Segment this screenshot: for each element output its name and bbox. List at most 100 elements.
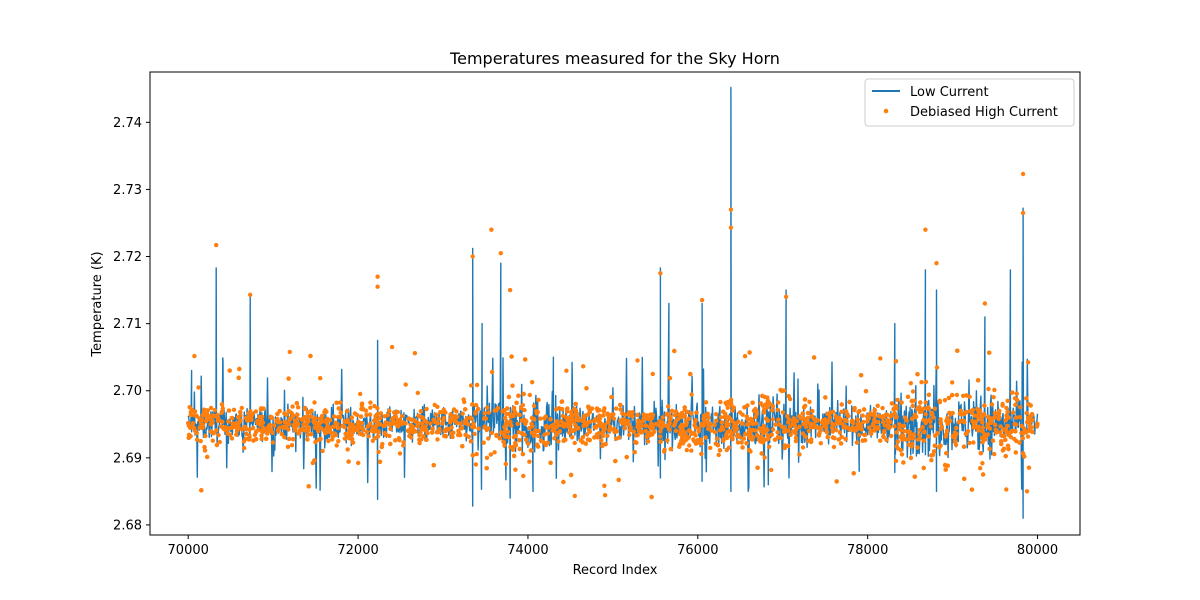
scatter-point bbox=[366, 434, 371, 439]
scatter-point bbox=[909, 398, 914, 404]
scatter-point bbox=[245, 418, 250, 423]
scatter-point bbox=[392, 410, 397, 415]
scatter-point bbox=[1035, 421, 1040, 426]
scatter-point bbox=[858, 373, 864, 378]
scatter-point bbox=[348, 421, 353, 427]
scatter-point bbox=[863, 389, 869, 394]
scatter-point bbox=[523, 357, 528, 362]
scatter-point bbox=[685, 409, 690, 415]
scatter-point bbox=[659, 425, 664, 430]
scatter-point bbox=[916, 432, 922, 437]
scatter-point bbox=[435, 437, 440, 442]
scatter-point bbox=[800, 416, 805, 421]
scatter-point bbox=[1019, 423, 1024, 429]
scatter-point bbox=[776, 417, 781, 422]
scatter-point bbox=[420, 415, 425, 420]
scatter-point bbox=[775, 430, 780, 435]
scatter-point bbox=[255, 418, 260, 424]
scatter-point bbox=[882, 423, 888, 428]
scatter-point bbox=[906, 429, 911, 435]
scatter-point bbox=[458, 432, 463, 438]
scatter-point bbox=[937, 398, 942, 404]
scatter-point bbox=[205, 454, 210, 460]
scatter-point bbox=[944, 451, 949, 456]
scatter-point bbox=[602, 493, 608, 498]
scatter-point bbox=[226, 426, 231, 431]
scatter-point bbox=[658, 439, 663, 444]
scatter-point bbox=[254, 429, 259, 434]
scatter-point bbox=[942, 462, 948, 468]
scatter-point bbox=[1005, 398, 1010, 403]
scatter-point bbox=[996, 414, 1002, 420]
scatter-point bbox=[514, 400, 519, 405]
scatter-point bbox=[650, 371, 655, 377]
scatter-point bbox=[460, 411, 465, 416]
scatter-point bbox=[800, 431, 806, 436]
scatter-point bbox=[291, 413, 296, 418]
scatter-point bbox=[431, 463, 436, 468]
scatter-point bbox=[613, 458, 618, 464]
scatter-point bbox=[724, 402, 730, 407]
scatter-point bbox=[947, 410, 952, 416]
scatter-point bbox=[976, 428, 981, 433]
scatter-point bbox=[731, 405, 736, 410]
scatter-point bbox=[762, 455, 767, 460]
scatter-point bbox=[782, 425, 787, 430]
scatter-point bbox=[735, 440, 741, 445]
scatter-point bbox=[699, 451, 704, 457]
scatter-point bbox=[932, 406, 938, 411]
scatter-point bbox=[346, 459, 351, 464]
scatter-point bbox=[314, 421, 319, 426]
scatter-point bbox=[200, 413, 205, 418]
scatter-point bbox=[952, 430, 957, 435]
scatter-point bbox=[393, 438, 398, 443]
scatter-point bbox=[854, 440, 860, 445]
scatter-point bbox=[530, 424, 535, 429]
scatter-point bbox=[511, 453, 517, 459]
scatter-point bbox=[929, 453, 934, 458]
scatter-point bbox=[361, 427, 366, 433]
scatter-point bbox=[417, 440, 422, 446]
scatter-point bbox=[602, 483, 607, 488]
scatter-point bbox=[378, 411, 383, 416]
scatter-point bbox=[556, 422, 561, 428]
scatter-point bbox=[350, 440, 356, 445]
scatter-point bbox=[923, 418, 929, 423]
scatter-point bbox=[628, 427, 633, 433]
scatter-point bbox=[1010, 390, 1015, 395]
scatter-point bbox=[290, 404, 295, 409]
scatter-point bbox=[315, 424, 320, 429]
scatter-point bbox=[765, 418, 771, 423]
scatter-point bbox=[684, 420, 689, 425]
scatter-point bbox=[931, 449, 937, 454]
x-tick-label: 80000 bbox=[1017, 543, 1058, 558]
scatter-point bbox=[744, 441, 749, 446]
scatter-point bbox=[740, 421, 745, 426]
scatter-point bbox=[910, 416, 915, 421]
scatter-point bbox=[957, 411, 963, 416]
scatter-point bbox=[229, 436, 235, 441]
scatter-point bbox=[908, 381, 913, 386]
scatter-point bbox=[950, 434, 956, 439]
scatter-point bbox=[290, 437, 296, 442]
scatter-point bbox=[703, 400, 709, 405]
scatter-point bbox=[904, 418, 909, 423]
scatter-point bbox=[802, 397, 808, 402]
scatter-point bbox=[603, 442, 608, 447]
scatter-point bbox=[433, 412, 439, 417]
y-tick-label: 2.69 bbox=[113, 451, 142, 466]
scatter-point bbox=[189, 407, 195, 413]
scatter-point bbox=[356, 460, 361, 466]
scatter-point bbox=[305, 410, 310, 415]
scatter-point bbox=[446, 427, 451, 432]
scatter-point bbox=[991, 395, 996, 400]
scatter-point bbox=[618, 407, 623, 412]
scatter-point bbox=[488, 452, 493, 457]
scatter-point bbox=[580, 418, 585, 424]
scatter-point bbox=[334, 443, 339, 448]
scatter-point bbox=[726, 445, 732, 450]
scatter-point bbox=[520, 402, 526, 408]
scatter-point bbox=[543, 414, 548, 419]
scatter-point bbox=[451, 430, 456, 435]
scatter-point bbox=[473, 402, 479, 408]
